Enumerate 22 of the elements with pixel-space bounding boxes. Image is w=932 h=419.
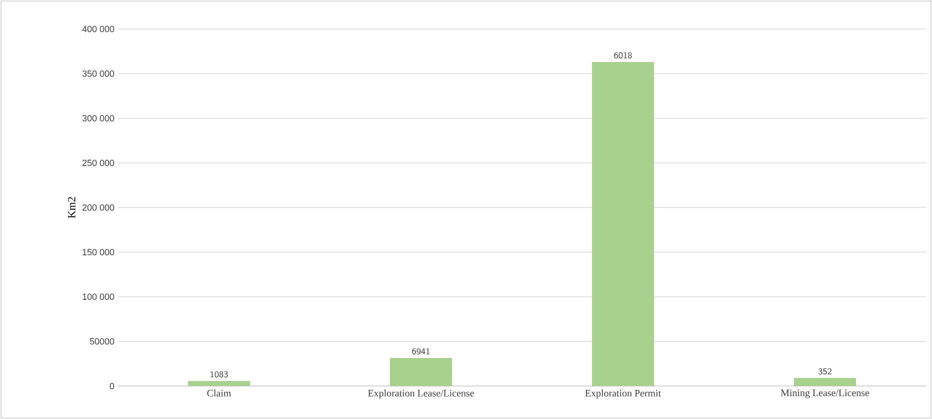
x-tick-label: Claim [207,390,232,397]
y-tick-label: 350 000 [82,70,114,77]
annotation: 6941 [412,348,430,354]
y-tick-label: 150 000 [82,248,114,256]
bar [390,358,452,386]
bar [188,381,250,386]
y-tick-label: 50000 [90,338,114,345]
bar [592,62,654,386]
y-tick-label: 200 000 [82,204,114,211]
y-tick-label: 250 000 [82,160,114,166]
y-tick-label: 300 000 [82,115,114,122]
y-tick-label: 400 000 [82,26,114,32]
y-tick-label: 0 [110,382,114,390]
annotation: 352 [818,368,832,374]
x-tick-label: Exploration Permit [585,390,662,399]
bar [794,378,856,386]
y-axis-title: Km2 [68,197,76,218]
y-tick-label: 100 000 [82,294,114,300]
annotation: 6018 [614,52,632,59]
x-tick-label: Exploration Lease/License [368,390,474,399]
x-tick-label: Mining Lease/License [780,390,870,398]
annotation: 1083 [210,371,228,378]
